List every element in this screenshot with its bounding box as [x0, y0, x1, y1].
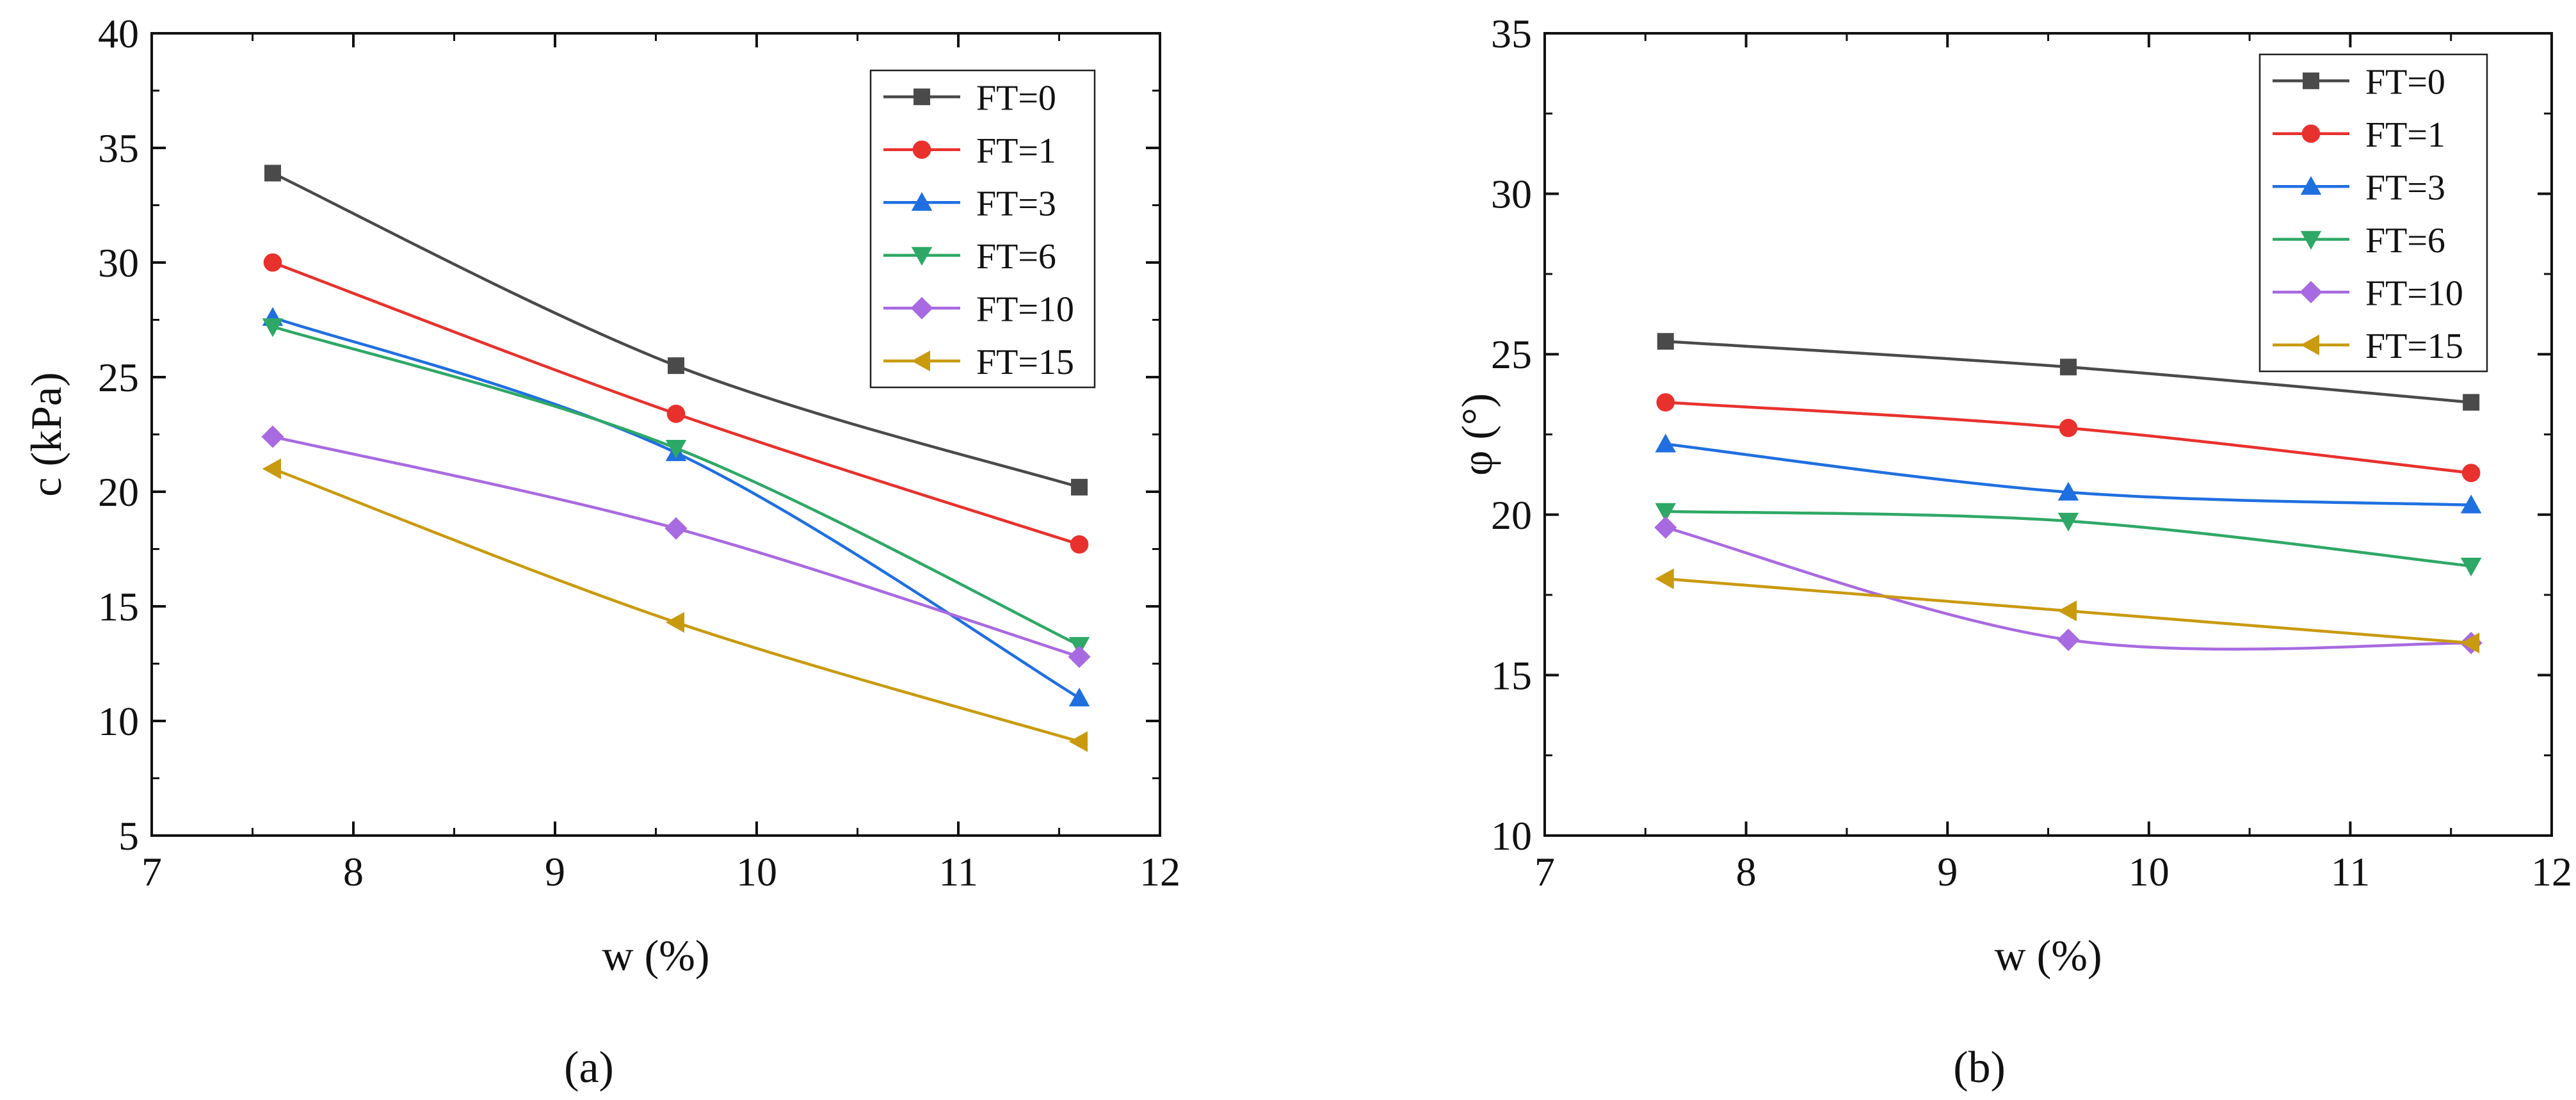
- legend-label: FT=1: [2365, 115, 2445, 155]
- data-point-FT=0-0: [1657, 333, 1674, 350]
- data-point-FT=15-1: [2057, 600, 2077, 622]
- legend-marker: [911, 247, 933, 266]
- data-point-FT=1-2: [2461, 464, 2481, 482]
- legend-marker: [2303, 72, 2319, 90]
- data-point-FT=0-1: [2059, 359, 2077, 376]
- data-point-FT=0-2: [2463, 394, 2480, 411]
- y-tick-label: 5: [118, 813, 139, 859]
- y-axis-title: c (kPa): [22, 372, 70, 496]
- data-point-FT=0-1: [668, 357, 684, 375]
- data-point-FT=15-0: [1655, 568, 1674, 590]
- x-tick-label: 12: [1139, 849, 1180, 894]
- y-axis-title: φ (°): [1453, 393, 1501, 476]
- data-point-FT=10-1: [664, 517, 688, 540]
- data-point-FT=3-1: [2057, 481, 2079, 501]
- legend-marker: [911, 192, 933, 211]
- legend-label: FT=15: [2365, 327, 2463, 366]
- legend-label: FT=10: [2365, 273, 2463, 313]
- data-point-FT=0-0: [264, 165, 281, 182]
- series-line-FT=1: [1665, 401, 2472, 474]
- data-point-FT=6-0: [262, 318, 284, 337]
- legend-label: FT=3: [2365, 168, 2445, 207]
- y-tick-label: 30: [98, 240, 139, 286]
- data-point-FT=15-1: [665, 611, 684, 633]
- panel-label-b: (b): [1953, 1043, 2006, 1092]
- data-point-FT=6-2: [2460, 557, 2482, 577]
- x-tick-label: 12: [2531, 849, 2572, 894]
- legend-marker: [912, 140, 931, 159]
- legend-box: [2258, 53, 2488, 373]
- data-point-FT=1-0: [263, 253, 282, 272]
- data-point-FT=6-0: [1655, 503, 1677, 522]
- legend-marker: [2300, 176, 2322, 195]
- legend-label: FT=0: [2365, 62, 2445, 102]
- legend-marker: [2301, 124, 2321, 143]
- y-tick-label: 25: [1491, 332, 1532, 377]
- data-point-FT=1-2: [1070, 535, 1089, 554]
- x-tick-label: 11: [938, 849, 978, 894]
- legend-marker: [910, 296, 933, 319]
- x-tick-label: 7: [141, 849, 162, 894]
- data-point-FT=3-2: [2460, 494, 2482, 514]
- y-tick-label: 20: [98, 469, 139, 515]
- data-point-FT=3-0: [1655, 433, 1677, 453]
- x-tick-label: 11: [2331, 849, 2371, 894]
- data-point-FT=10-2: [1068, 645, 1091, 668]
- x-tick-label: 7: [1534, 849, 1555, 894]
- series-line-FT=15: [272, 467, 1080, 743]
- data-point-FT=6-1: [2057, 512, 2079, 532]
- x-tick-label: 9: [1937, 849, 1958, 894]
- y-tick-label: 15: [98, 584, 139, 629]
- y-tick-label: 20: [1491, 492, 1532, 538]
- legend-label: FT=0: [976, 78, 1056, 118]
- legend-label: FT=10: [976, 289, 1074, 329]
- data-point-FT=1-1: [2059, 419, 2078, 437]
- y-tick-label: 35: [98, 125, 139, 171]
- data-point-FT=0-2: [1071, 478, 1088, 496]
- y-tick-label: 25: [98, 355, 139, 400]
- legend-label: FT=1: [976, 131, 1056, 171]
- x-tick-label: 8: [1736, 849, 1757, 894]
- y-tick-label: 35: [1491, 11, 1532, 56]
- data-point-FT=15-0: [262, 458, 281, 480]
- legend-marker: [914, 88, 930, 106]
- legend-label: FT=6: [976, 237, 1056, 277]
- legend-marker: [2299, 280, 2322, 303]
- x-axis-title: w (%): [602, 931, 709, 980]
- data-point-FT=1-1: [666, 404, 686, 423]
- panel-label-a: (a): [564, 1043, 614, 1092]
- y-tick-label: 15: [1491, 652, 1532, 698]
- data-point-FT=15-2: [2460, 633, 2480, 654]
- data-point-FT=6-1: [665, 439, 687, 459]
- data-point-FT=10-0: [1654, 516, 1677, 539]
- data-point-FT=15-2: [1068, 731, 1088, 752]
- x-axis-title: w (%): [1994, 931, 2102, 980]
- y-tick-label: 40: [98, 11, 139, 56]
- chart-panel-a: 7 8 9 10 11 12 5 10 15 20 25 30 35 40 w (%) c (kPa) FT=0…: [22, 11, 1180, 980]
- x-tick-label: 8: [343, 849, 364, 894]
- x-tick-label: 9: [545, 849, 565, 894]
- x-tick-label: 10: [2129, 849, 2169, 894]
- legend-marker: [2300, 334, 2319, 355]
- legend-label: FT=15: [976, 343, 1074, 382]
- data-point-FT=10-1: [2057, 628, 2080, 651]
- y-tick-label: 10: [98, 699, 139, 744]
- legend-label: FT=3: [976, 184, 1056, 223]
- chart-panel-b: 7 8 9 10 11 12 10 15 20 25 30 35 w (%) φ (°) FT=0 FT=1 F…: [1453, 11, 2572, 980]
- legend-label: FT=6: [2365, 221, 2445, 261]
- legend-marker: [2300, 231, 2322, 250]
- y-tick-label: 30: [1491, 172, 1532, 217]
- legend-marker: [911, 350, 930, 371]
- data-point-FT=10-0: [261, 425, 284, 448]
- legend-box: [869, 69, 1096, 389]
- x-tick-label: 10: [736, 849, 777, 894]
- y-tick-label: 10: [1491, 813, 1532, 859]
- data-point-FT=3-2: [1068, 687, 1090, 707]
- data-point-FT=1-0: [1656, 393, 1675, 412]
